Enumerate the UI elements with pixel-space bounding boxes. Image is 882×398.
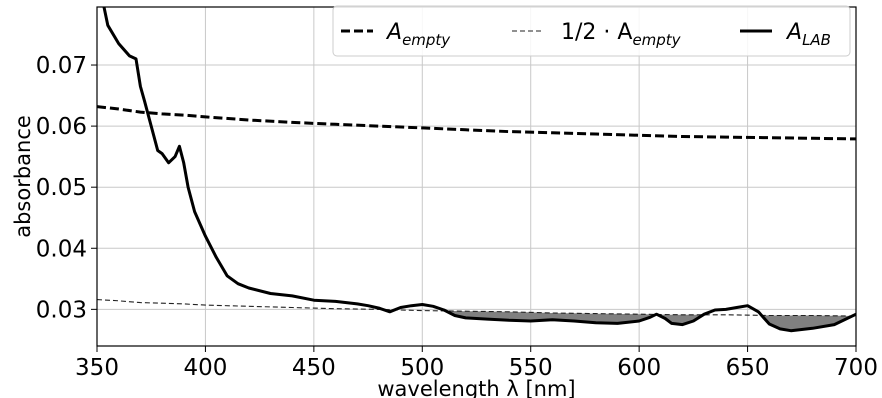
y-axis-label: absorbance [11,115,35,238]
legend: Aempty 1/2 · Aempty ALAB [332,5,851,57]
y-tick-label: 0.07 [36,53,87,79]
x-tick-label: 500 [400,355,444,381]
x-axis-label: wavelength λ [nm] [377,377,575,398]
series-line-half-a-empty [97,299,856,317]
y-tick-label: 0.04 [36,236,87,262]
y-tick-label: 0.05 [36,175,87,201]
x-tick-label: 350 [75,355,119,381]
legend-label-a-empty: Aempty [385,20,451,49]
series-line-a-empty [97,105,856,141]
legend-label-half-a-empty: 1/2 · Aempty [561,20,682,49]
y-tick-label: 0.06 [36,114,87,140]
x-tick-label: 550 [509,355,553,381]
axis-ticks: 350 400 450 500 550 600 650 700 0.03 0.04 0.05 0.06… [36,53,878,381]
y-tick-label: 0.03 [36,297,87,323]
series-line-a-lab [102,7,856,333]
series-layer [97,7,856,333]
legend-label-a-lab: ALAB [785,20,831,49]
legend-box [332,5,851,57]
shaded-area [761,315,852,331]
x-tick-label: 400 [183,355,227,381]
x-tick-label: 600 [617,355,661,381]
x-tick-label: 450 [292,355,336,381]
grid [96,7,857,346]
x-tick-label: 700 [834,355,878,381]
shaded-area [657,314,704,325]
x-tick-label: 650 [726,355,770,381]
